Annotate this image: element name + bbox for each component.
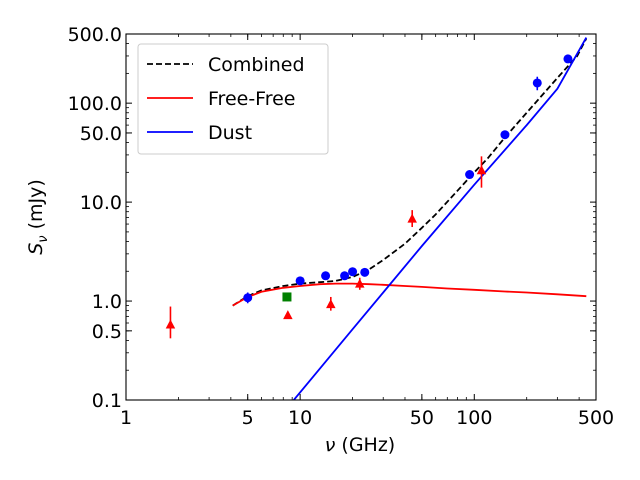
data-point-circle [340,271,350,281]
data-point-triangle [165,319,176,329]
x-tick-label: 500 [578,407,614,429]
legend: Combined Free-Free Dust [137,43,329,155]
line-combined [232,38,588,307]
y-tick-label: 1.0 [92,291,122,313]
data-point-triangle [326,299,336,309]
legend-label-dust: Dust [208,122,252,144]
axes: 1 5 10 50 100 500 0.1 0.5 1.0 10.0 50.0 100.0 500.0 [68,24,615,429]
y-tick-label: 100.0 [68,93,122,115]
x-tick-label: 100 [456,407,492,429]
x-axis-label: ν (GHz) [325,434,395,456]
plot-frame [125,33,597,401]
data-point-triangle [407,213,417,223]
legend-box [137,43,329,155]
data-point-circle [295,276,305,286]
x-tick-label: 50 [410,407,434,429]
x-tick-label: 10 [288,407,312,429]
data-point-circle [563,54,573,64]
data-point-triangle [476,165,487,175]
line-free-free [232,282,587,307]
y-tick-label: 0.5 [92,321,122,343]
plot-area [165,37,588,400]
y-tick-label: 50.0 [80,123,122,145]
data-layer [165,37,588,400]
x-tick-label: 1 [120,407,132,429]
data-point-triangle [355,278,365,288]
data-point-circle [243,293,253,303]
legend-label-free-free: Free-Free [208,88,296,110]
y-tick-label: 500.0 [68,24,122,46]
data-point-circle [348,267,358,277]
data-point-circle [465,170,475,180]
y-axis-label: Sν (mJy) [25,179,51,255]
data-point-triangle [283,310,293,320]
data-point-square [282,292,292,302]
x-tick-label: 5 [242,407,254,429]
data-point-circle [500,130,510,140]
line-dust [293,37,588,400]
data-point-circle [360,267,370,277]
data-point-circle [532,78,542,88]
legend-label-combined: Combined [208,54,305,76]
y-tick-label: 0.1 [92,390,122,412]
data-point-circle [321,271,331,281]
y-tick-label: 10.0 [80,192,122,214]
